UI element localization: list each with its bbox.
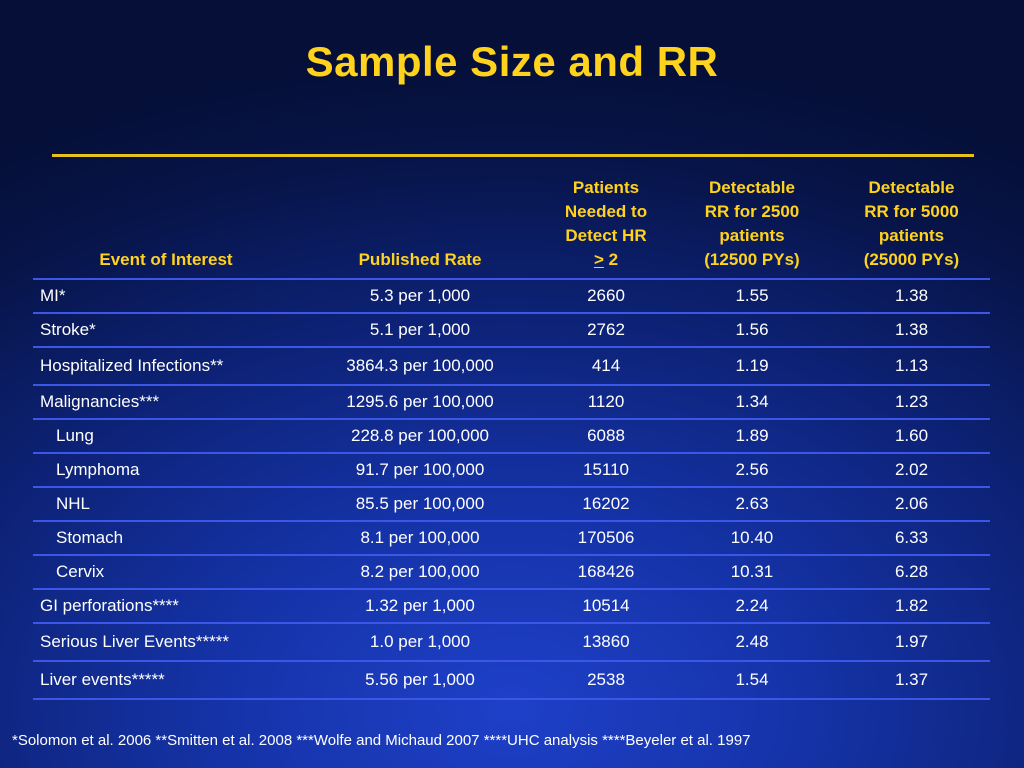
cell-patients: 2660 <box>587 286 625 305</box>
header-event-label: Event of Interest <box>99 250 233 269</box>
table-row: Lung 228.8 per 100,000 6088 1.89 1.60 <box>33 419 990 453</box>
cell-event: Malignancies*** <box>40 392 160 411</box>
header-rr2500-line3: patients <box>719 226 785 245</box>
header-rr5000-line4: (25000 PYs) <box>863 250 960 269</box>
cell-rate: 1.32 per 1,000 <box>365 596 475 615</box>
cell-event: Cervix <box>56 562 105 581</box>
cell-rate: 228.8 per 100,000 <box>350 426 489 445</box>
cell-rr2500: 1.19 <box>735 356 769 375</box>
cell-rate: 3864.3 per 100,000 <box>346 356 494 375</box>
cell-patients: 414 <box>591 356 621 375</box>
header-patients-line3: Detect HR <box>565 226 647 245</box>
cell-rr2500: 2.48 <box>735 632 769 651</box>
cell-event: MI* <box>40 286 66 305</box>
header-rate: Published Rate <box>299 172 541 279</box>
cell-rr5000: 1.38 <box>894 320 929 339</box>
cell-patients: 2762 <box>587 320 625 339</box>
cell-rr5000: 1.60 <box>894 426 929 445</box>
cell-patients: 16202 <box>582 494 630 513</box>
cell-rr2500: 2.63 <box>735 494 769 513</box>
cell-event: Lung <box>56 426 94 445</box>
cell-rate: 8.1 per 100,000 <box>360 528 480 547</box>
cell-patients: 13860 <box>582 632 630 651</box>
table-row: Stroke* 5.1 per 1,000 2762 1.56 1.38 <box>33 313 990 347</box>
table-row: Malignancies*** 1295.6 per 100,000 1120 … <box>33 385 990 419</box>
cell-patients: 6088 <box>587 426 625 445</box>
header-patients: Patients Needed to Detect HR > 2 <box>541 172 671 279</box>
cell-rr5000: 2.02 <box>894 460 929 479</box>
cell-rr5000: 1.82 <box>894 596 929 615</box>
header-patients-ge-symbol: > <box>593 250 604 269</box>
cell-event: Serious Liver Events***** <box>40 632 229 651</box>
header-rr5000-line2: RR for 5000 <box>864 202 959 221</box>
cell-patients: 170506 <box>577 528 635 547</box>
cell-rr2500: 10.31 <box>730 562 774 581</box>
table-row: MI* 5.3 per 1,000 2660 1.55 1.38 <box>33 279 990 313</box>
cell-rate: 5.1 per 1,000 <box>369 320 471 339</box>
cell-event: Lymphoma <box>56 460 140 479</box>
header-rr5000: Detectable RR for 5000 patients (25000 P… <box>833 172 990 279</box>
cell-event: Hospitalized Infections** <box>40 356 224 375</box>
cell-patients: 1120 <box>587 392 625 411</box>
cell-patients: 168426 <box>577 562 635 581</box>
cell-rr5000: 1.13 <box>894 356 929 375</box>
cell-event: Liver events***** <box>40 670 165 689</box>
table-row: Cervix 8.2 per 100,000 168426 10.31 6.28 <box>33 555 990 589</box>
cell-rr5000: 1.97 <box>894 632 929 651</box>
header-rr5000-line1: Detectable <box>868 178 955 197</box>
cell-rate: 1295.6 per 100,000 <box>346 392 494 411</box>
slide-title: Sample Size and RR <box>305 38 719 85</box>
cell-rr5000: 2.06 <box>894 494 929 513</box>
table-row: GI perforations**** 1.32 per 1,000 10514… <box>33 589 990 623</box>
cell-rr5000: 6.28 <box>894 562 929 581</box>
table-header-row: Event of Interest Published Rate Patient… <box>33 172 990 279</box>
table-row: Hospitalized Infections** 3864.3 per 100… <box>33 347 990 385</box>
header-rate-label: Published Rate <box>358 250 482 269</box>
header-patients-line2: Needed to <box>564 202 648 221</box>
cell-rr2500: 1.89 <box>735 426 769 445</box>
cell-rr5000: 1.37 <box>894 670 929 689</box>
table-row: Serious Liver Events***** 1.0 per 1,000 … <box>33 623 990 661</box>
header-patients-value: 2 <box>603 250 619 269</box>
header-rr5000-line3: patients <box>878 226 945 245</box>
cell-rate: 91.7 per 100,000 <box>355 460 485 479</box>
table-row: Liver events***** 5.56 per 1,000 2538 1.… <box>33 661 990 699</box>
cell-patients: 15110 <box>582 460 629 479</box>
title-rule <box>52 154 974 157</box>
cell-rr2500: 1.54 <box>735 670 769 689</box>
cell-rate: 8.2 per 100,000 <box>360 562 480 581</box>
header-rr2500-line1: Detectable <box>709 178 795 197</box>
cell-event: NHL <box>56 494 91 513</box>
cell-rr5000: 1.23 <box>894 392 929 411</box>
cell-rr2500: 10.40 <box>730 528 774 547</box>
sample-size-table: Event of Interest Published Rate Patient… <box>33 172 990 700</box>
table-row: Lymphoma 91.7 per 100,000 15110 2.56 2.0… <box>33 453 990 487</box>
cell-event: Stomach <box>56 528 124 547</box>
footnote-references: *Solomon et al. 2006 **Smitten et al. 20… <box>12 732 751 749</box>
cell-rate: 1.0 per 1,000 <box>369 632 471 651</box>
header-rr2500-line4: (12500 PYs) <box>704 250 800 269</box>
cell-rr2500: 1.34 <box>735 392 769 411</box>
cell-rr2500: 2.56 <box>735 460 769 479</box>
cell-event: GI perforations**** <box>40 596 179 615</box>
header-rr2500-line2: RR for 2500 <box>704 202 800 221</box>
header-rr2500: Detectable RR for 2500 patients (12500 P… <box>671 172 833 279</box>
cell-rr5000: 6.33 <box>894 528 929 547</box>
table-row: Stomach 8.1 per 100,000 170506 10.40 6.3… <box>33 521 990 555</box>
cell-rr2500: 1.56 <box>735 320 769 339</box>
cell-rr2500: 2.24 <box>735 596 769 615</box>
cell-patients: 2538 <box>587 670 625 689</box>
cell-event: Stroke* <box>40 320 96 339</box>
cell-rr5000: 1.38 <box>894 286 929 305</box>
header-patients-line1: Patients <box>572 178 640 197</box>
cell-rate: 5.3 per 1,000 <box>369 286 471 305</box>
cell-rate: 5.56 per 1,000 <box>365 670 475 689</box>
cell-rr2500: 1.55 <box>735 286 769 305</box>
cell-patients: 10514 <box>582 596 630 615</box>
table-row: NHL 85.5 per 100,000 16202 2.63 2.06 <box>33 487 990 521</box>
cell-rate: 85.5 per 100,000 <box>355 494 485 513</box>
header-event: Event of Interest <box>33 172 299 279</box>
